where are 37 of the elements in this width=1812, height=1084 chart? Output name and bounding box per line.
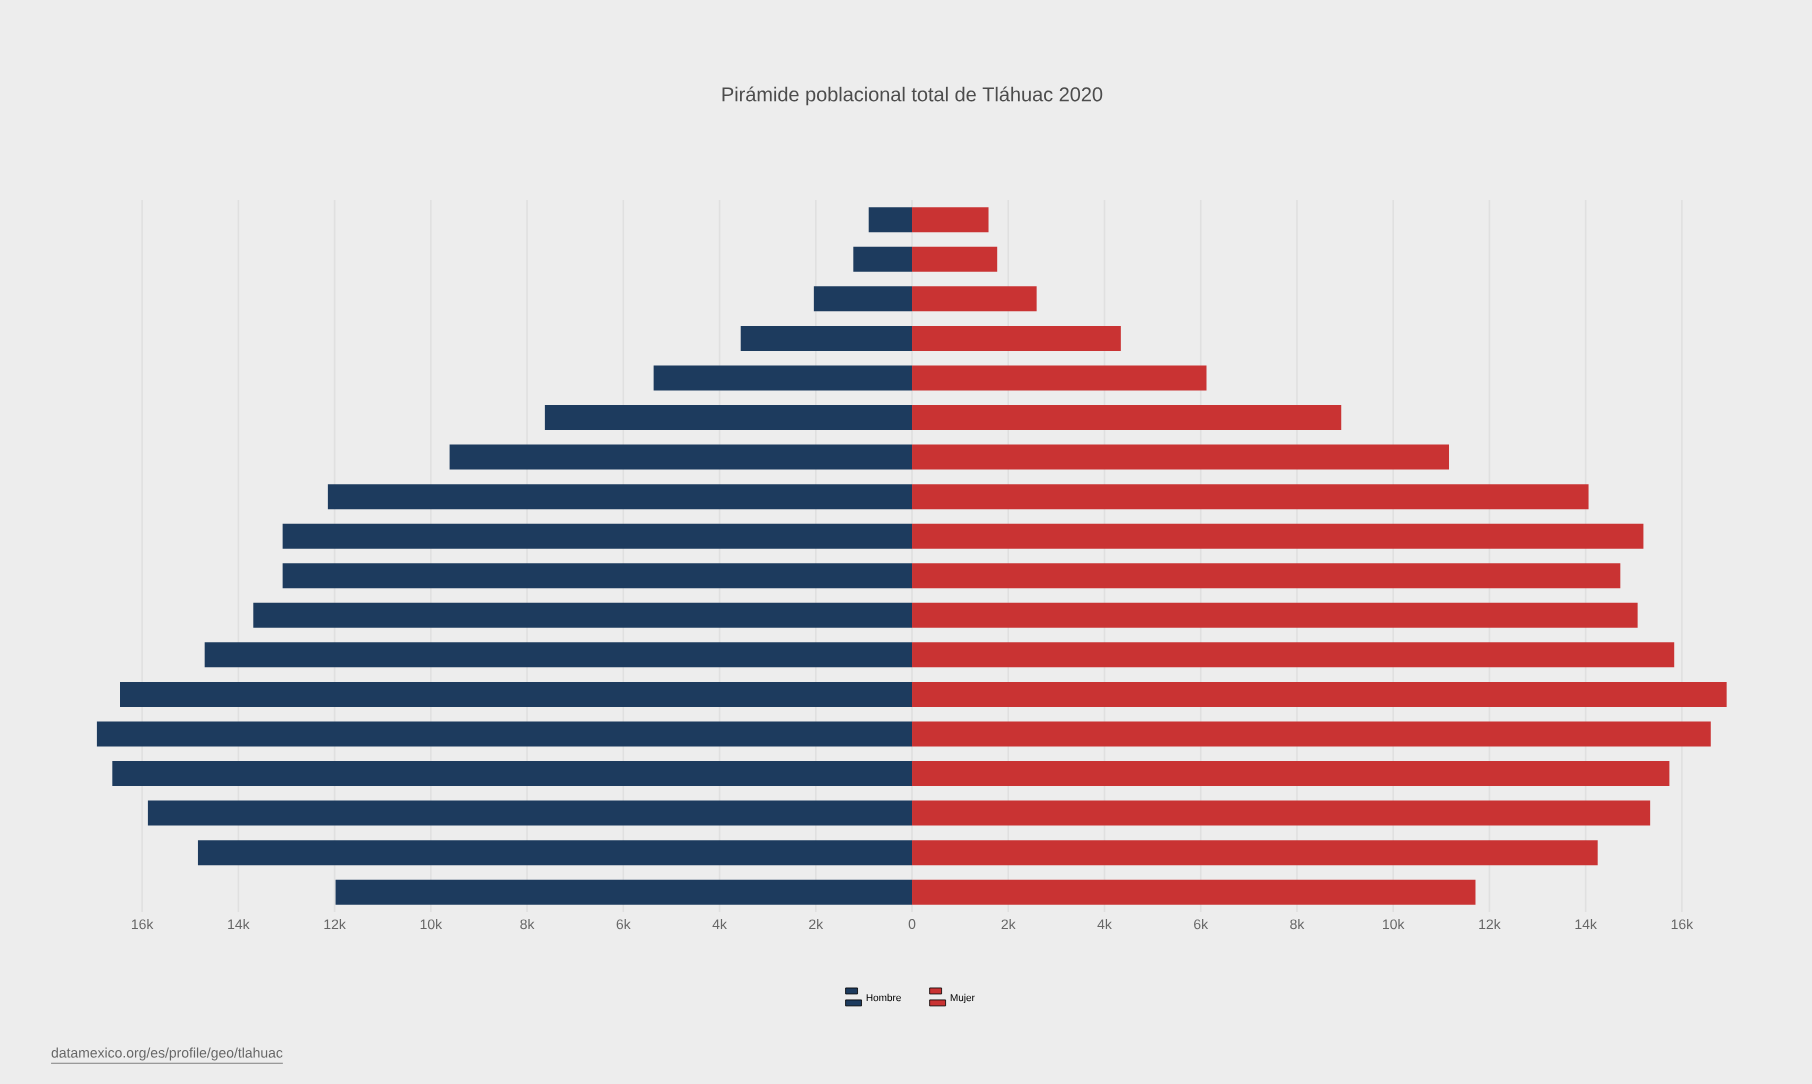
- bar: [912, 563, 1621, 589]
- bar: [912, 523, 1644, 549]
- bar: [912, 405, 1342, 431]
- bar: [912, 325, 1121, 351]
- bar: [282, 563, 913, 589]
- bar: [912, 879, 1476, 905]
- bar: [544, 405, 913, 431]
- bar: [197, 840, 913, 866]
- bar: [253, 602, 913, 628]
- bar: [912, 602, 1638, 628]
- bar: [120, 681, 913, 707]
- bar: [813, 286, 913, 312]
- bar: [912, 681, 1727, 707]
- chart-title: Pirámide poblacional total de Tláhuac 2020: [722, 86, 1103, 106]
- bar: [449, 444, 913, 470]
- bar: [912, 365, 1207, 391]
- bar: [912, 642, 1675, 668]
- bar: [912, 286, 1037, 312]
- bar: [204, 642, 913, 668]
- bar: [740, 325, 913, 351]
- bar: [912, 246, 998, 272]
- bar: [853, 246, 913, 272]
- bar: [912, 800, 1651, 826]
- bar: [653, 365, 913, 391]
- bar: [912, 721, 1711, 747]
- bar: [912, 761, 1670, 787]
- bar: [282, 523, 913, 549]
- bar: [335, 879, 913, 905]
- bar: [912, 207, 989, 233]
- bar: [327, 484, 913, 510]
- bar: [96, 721, 913, 747]
- bar: [912, 840, 1598, 866]
- bar: [912, 444, 1450, 470]
- bar: [112, 761, 913, 787]
- bar: [147, 800, 913, 826]
- bar: [912, 484, 1589, 510]
- bar: [868, 207, 913, 233]
